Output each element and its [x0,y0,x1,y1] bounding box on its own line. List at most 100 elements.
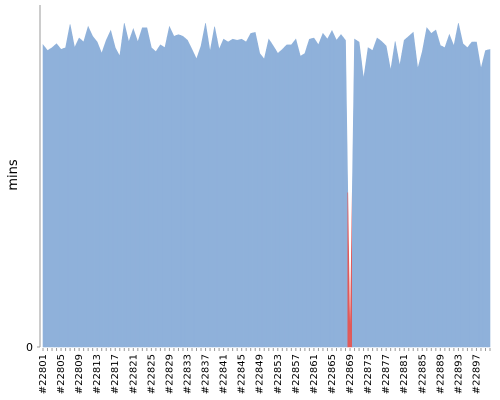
x-tick-label: #22845 [237,354,248,394]
area-segment [442,41,448,348]
area-segment [320,32,326,348]
area-segment [202,23,209,348]
y-tick-label: 0 [26,341,33,354]
area-segment [455,23,461,348]
area-segment [266,38,272,348]
area-segment [338,34,344,348]
x-tick-label: #22873 [363,354,374,394]
area-segment [108,29,114,348]
area-segment [184,37,191,348]
area-segment [342,36,349,348]
x-tick-label: #22889 [435,354,446,394]
area-segment [383,43,389,348]
area-segment [379,39,385,348]
area-segment [275,48,281,348]
area-segment [464,44,470,348]
area-segment [333,35,340,348]
area-segment [76,37,82,348]
area-segment [90,31,96,348]
area-segment [415,50,421,348]
x-tick-label: #22869 [345,354,356,394]
area-segment [401,37,407,348]
area-segment [433,29,439,348]
area-segment [135,34,141,348]
area-segment [478,55,484,348]
area-segment [410,31,416,348]
area-segment [72,36,78,348]
x-tick-label: #22809 [74,354,85,394]
area-segment [239,38,245,348]
area-segment [130,28,136,348]
area-segment [58,45,64,348]
area-segment [103,35,109,348]
x-tick-label: #22837 [201,354,212,394]
area-segment [144,27,150,348]
x-tick-label: #22813 [92,354,103,394]
area-segment [198,34,204,348]
area-segment [261,49,267,348]
area-segment [42,44,46,348]
area-segment [121,23,127,348]
x-tick-label: #22861 [309,354,320,394]
area-segment [446,33,452,348]
area-segment [324,34,331,348]
area-segment [53,43,60,348]
area-segment [63,36,69,348]
x-tick-label: #22885 [417,354,428,394]
area-segment [153,47,159,348]
area-segment [193,52,200,348]
area-segment [221,38,227,348]
area-segment [234,39,240,348]
area-segment [257,42,263,348]
area-segment [279,46,285,348]
area-segment [419,39,425,348]
area-segment [157,44,163,348]
x-tick-label: #22817 [110,354,121,394]
area-segment [424,27,430,348]
x-tick-label: #22833 [182,354,193,394]
area-segment [284,44,290,348]
area-segment [270,41,276,348]
x-tick-label: #22849 [255,354,266,394]
area-segment [212,26,218,348]
x-tick-label: #22881 [399,354,410,394]
area-segment [166,25,172,348]
y-axis-label: mins [6,159,21,191]
area-segment [85,25,91,348]
area-segment [162,37,168,348]
x-tick-label: #22841 [219,354,230,394]
area-segment [148,37,154,348]
area-segment [225,40,231,348]
area-segment [139,27,145,348]
area-segment [388,55,394,348]
x-tick-label: #22821 [128,354,139,394]
area-segment [397,53,403,348]
x-tick-label: #22877 [381,354,392,394]
area-segment [126,32,132,348]
area-segment [437,37,443,348]
area-segment [94,38,100,348]
area-segment [306,38,312,348]
area-segment [293,38,299,348]
area-segment [428,29,434,348]
area-segment [451,34,457,348]
area-segment [311,37,317,348]
area-segment [81,34,87,348]
area-segment [482,49,489,348]
area-segment [67,24,73,348]
x-tick-label: #22893 [453,354,464,394]
area-segment [370,44,376,348]
area-segment [99,46,105,348]
area-segment [347,191,353,348]
x-tick-label: #22857 [291,354,302,394]
x-tick-label: #22829 [164,354,175,394]
area-segment [230,38,236,348]
area-segment [460,33,466,348]
area-segment [302,46,308,348]
area-segment [315,39,321,348]
area-segment [171,31,177,348]
area-segment [112,39,118,348]
area-segment [351,38,358,348]
area-segment [469,41,475,348]
